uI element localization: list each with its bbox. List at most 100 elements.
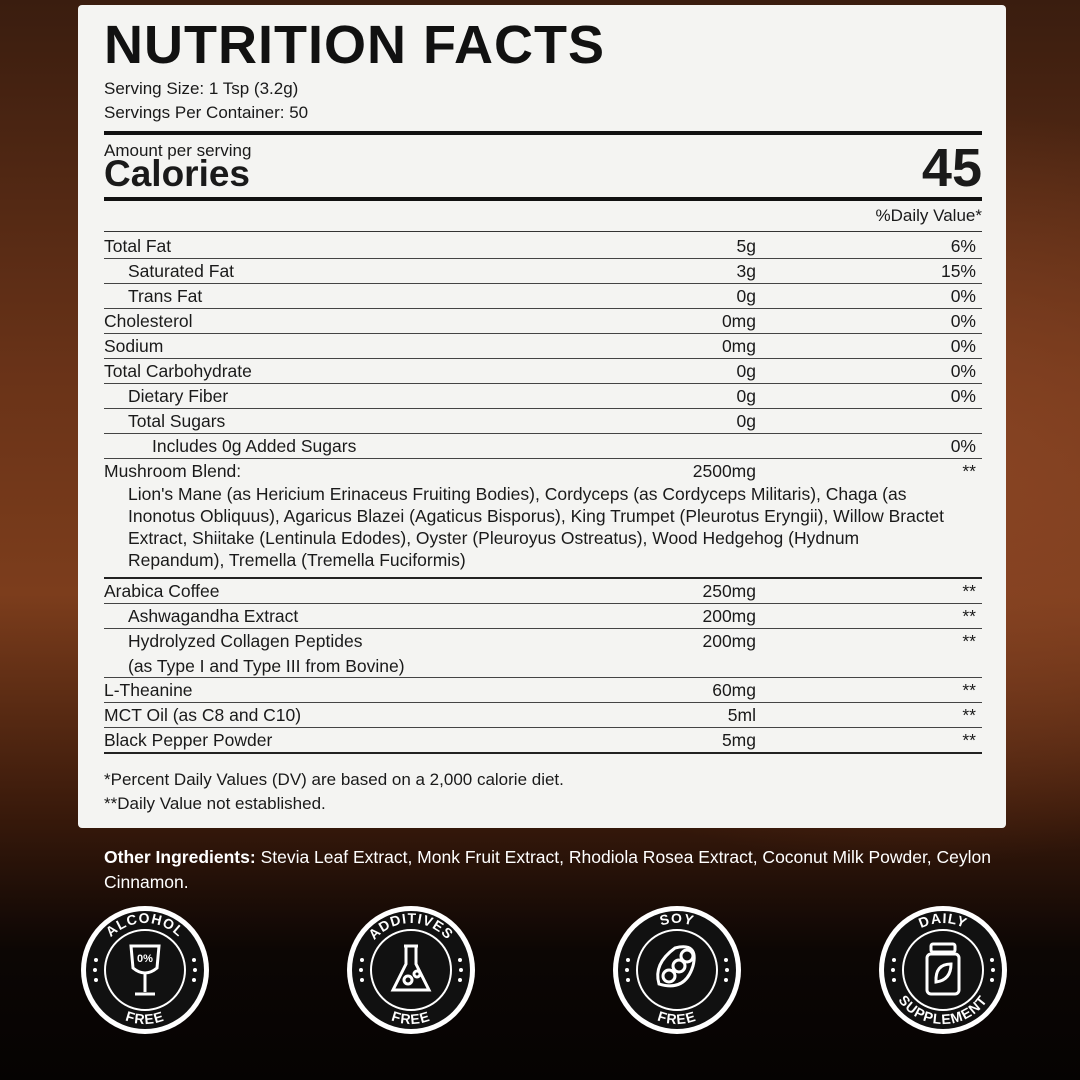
row-note: (as Type I and Type III from Bovine) [128, 656, 405, 676]
star [360, 978, 364, 982]
bubble [412, 969, 422, 979]
row-amount: 5g [736, 236, 756, 256]
title: NUTRITION FACTS [104, 15, 605, 75]
row-dv: 0% [950, 361, 976, 381]
blend-amount: 2500mg [692, 461, 756, 481]
row-dv: ** [962, 581, 976, 601]
badge-top-text: SOY [658, 910, 695, 928]
pod [656, 945, 696, 988]
footnote: *Percent Daily Values (DV) are based on … [104, 770, 564, 789]
star [991, 968, 995, 972]
row: Ashwagandha Extract 200mg ** [104, 604, 982, 629]
row-dv: ** [962, 631, 976, 651]
row-amount: 0g [736, 411, 756, 431]
badge-inner [104, 929, 186, 1011]
blend-description: Lion's Mane (as Hericium Erinaceus Fruit… [128, 484, 945, 570]
flask [390, 944, 432, 992]
row-amount: 0g [736, 386, 756, 406]
star [724, 978, 728, 982]
star [990, 958, 994, 962]
row-name: Cholesterol [104, 311, 193, 331]
row-name: MCT Oil (as C8 and C10) [104, 705, 302, 725]
row: Trans Fat 0g 0% [104, 284, 982, 309]
leaf [934, 962, 953, 984]
row-name: Includes 0g Added Sugars [152, 436, 357, 456]
row-name: Hydrolyzed Collagen Peptides [128, 631, 363, 651]
divider [104, 131, 982, 135]
star [625, 968, 629, 972]
nutrient-list: Total Fat 5g 6% Saturated Fat 3g 15% Trans Fat… [104, 234, 982, 459]
row-amount: 200mg [702, 631, 756, 651]
row-name: Black Pepper Powder [104, 730, 273, 750]
badge-inner [636, 929, 718, 1011]
servings: Servings Per Container: 50 [104, 103, 309, 122]
row-name: Total Carbohydrate [104, 361, 252, 381]
amount-label: Amount per serving [104, 141, 252, 160]
row-name: Total Fat [104, 236, 172, 256]
row-name: Arabica Coffee [104, 581, 220, 601]
bean [679, 948, 695, 964]
badge-bottom: FREE [124, 1008, 166, 1027]
row: L-Theanine 60mg ** [104, 678, 982, 703]
row: Black Pepper Powder 5mg ** [104, 728, 982, 754]
row-amount: 0g [736, 286, 756, 306]
badge-top: SOY [658, 910, 696, 928]
row-dv: ** [962, 730, 976, 750]
badges: ALCOHOLFREE0%ADDITIVESFREESOYFREEDAILYSU… [81, 906, 1007, 1034]
star [892, 958, 896, 962]
serving-size: Serving Size: 1 Tsp (3.2g) [104, 79, 299, 98]
badge: SOY FREE [613, 906, 741, 1034]
row-amount: 0g [736, 361, 756, 381]
badge-bottom-text: FREE [390, 1008, 431, 1027]
star [458, 958, 462, 962]
star [192, 978, 196, 982]
bean [661, 968, 677, 984]
star [94, 958, 98, 962]
badge-icon [129, 944, 161, 996]
row-dv: 0% [950, 311, 976, 331]
star [94, 978, 98, 982]
nutrition-panel: NUTRITION FACTS Serving Size: 1 Tsp (3.2… [78, 5, 1006, 828]
row-dv: 0% [950, 286, 976, 306]
row-dv: 15% [940, 261, 976, 281]
row-name: L-Theanine [104, 680, 193, 700]
row-amount: 5mg [721, 730, 756, 750]
row-name: Total Sugars [128, 411, 226, 431]
row: Arabica Coffee 250mg ** [104, 579, 982, 604]
row-dv: 0% [950, 436, 976, 456]
star [193, 968, 197, 972]
badge-bottom: FREE [390, 1008, 432, 1027]
calories-label: Calories [104, 153, 251, 194]
badge-inner [370, 929, 452, 1011]
row: Sodium 0mg 0% [104, 334, 982, 359]
bean [671, 958, 687, 974]
blend-row: Mushroom Blend: 2500mg ** Lion's Mane (a… [104, 459, 982, 579]
row-amount: 200mg [702, 606, 756, 626]
row-amount: 0mg [721, 311, 756, 331]
badge-icon [656, 945, 696, 988]
row-name: Sodium [104, 336, 164, 356]
row-dv: 6% [950, 236, 976, 256]
row-amount: 0mg [721, 336, 756, 356]
row-dv: ** [962, 606, 976, 626]
bubble [402, 974, 414, 986]
row-dv: ** [962, 705, 976, 725]
row-name: Dietary Fiber [128, 386, 229, 406]
calories-value: 45 [921, 138, 982, 198]
badge-icon [390, 944, 432, 992]
row: Total Sugars 0g [104, 409, 982, 434]
star [359, 968, 363, 972]
other-label: Other Ingredients: [104, 847, 256, 867]
star [459, 968, 463, 972]
star [626, 978, 630, 982]
row-amount: 60mg [712, 680, 756, 700]
blend-dv: ** [962, 461, 976, 481]
row-amount: 3g [736, 261, 756, 281]
jar [925, 952, 961, 996]
divider [104, 197, 982, 201]
row-name: Trans Fat [128, 286, 203, 306]
row: Includes 0g Added Sugars 0% [104, 434, 982, 459]
